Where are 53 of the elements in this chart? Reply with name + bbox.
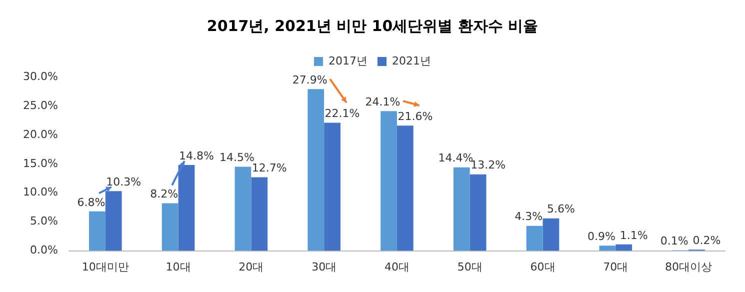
y-tick-label: 10.0%: [22, 186, 58, 199]
data-label: 0.2%: [692, 234, 721, 247]
x-tick-label: 70대: [603, 260, 628, 274]
x-tick-label: 30대: [312, 260, 337, 274]
x-tick-label: 20대: [238, 260, 264, 274]
x-tick-label: 10대미만: [82, 260, 129, 274]
data-label: 0.9%: [587, 230, 616, 243]
data-label: 8.2%: [150, 188, 178, 201]
x-tick-label: 10대: [166, 260, 191, 274]
data-label: 27.9%: [292, 74, 328, 87]
bar: [542, 218, 560, 251]
data-label: 24.1%: [365, 96, 400, 109]
bar: [470, 174, 486, 251]
x-tick-label: 60대: [530, 260, 556, 274]
chart-title: 2017년, 2021년 비만 10세단위별 환자수 비율: [206, 16, 538, 35]
y-tick-label: 25.0%: [22, 98, 58, 112]
data-label: 22.1%: [324, 107, 360, 120]
legend-label: 2021년: [392, 54, 431, 68]
data-label: 13.2%: [470, 158, 506, 172]
y-tick-label: 5.0%: [30, 214, 58, 228]
bar: [599, 246, 616, 251]
x-tick-label: 50대: [457, 260, 482, 274]
legend-label: 2017년: [328, 54, 368, 68]
y-tick-label: 0.0%: [30, 244, 58, 257]
x-tick-label: 80대이상: [665, 260, 712, 274]
data-label: 5.6%: [546, 202, 575, 216]
bar: [162, 203, 178, 251]
bar: [324, 122, 340, 251]
y-tick-label: 30.0%: [22, 70, 58, 83]
data-label: 1.1%: [620, 228, 648, 242]
bar: [526, 226, 543, 251]
data-label: 12.7%: [252, 162, 287, 175]
bar: [234, 166, 252, 251]
bar: [178, 165, 195, 251]
bar: [308, 89, 324, 251]
data-label: 14.8%: [179, 149, 214, 162]
data-label: 4.3%: [514, 210, 543, 224]
data-label: 21.6%: [398, 110, 433, 124]
bar: [251, 177, 268, 251]
bar: [616, 244, 632, 251]
data-label: 10.3%: [106, 175, 142, 188]
data-label: 6.8%: [77, 196, 106, 209]
data-label: 0.1%: [660, 234, 688, 248]
data-label: 14.4%: [438, 152, 474, 165]
bar: [105, 191, 122, 251]
x-tick-label: 40대: [384, 260, 410, 274]
y-tick-label: 20.0%: [22, 128, 58, 141]
data-label: 14.5%: [220, 151, 254, 164]
y-tick-label: 15.0%: [22, 156, 58, 170]
bar: [396, 126, 414, 251]
bar: [380, 111, 397, 251]
bar: [88, 211, 106, 251]
bar: [453, 167, 470, 251]
